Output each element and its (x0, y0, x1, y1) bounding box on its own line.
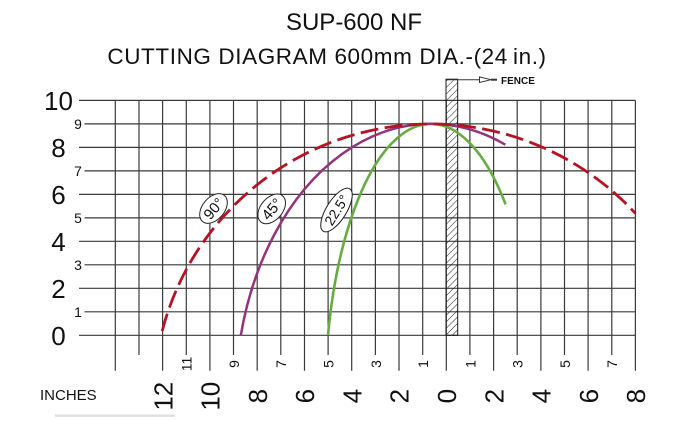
svg-text:8: 8 (243, 389, 273, 403)
svg-text:7: 7 (604, 360, 620, 368)
svg-text:5: 5 (557, 360, 573, 368)
svg-text:5: 5 (74, 210, 82, 226)
svg-text:8: 8 (621, 389, 651, 403)
svg-text:6: 6 (51, 180, 65, 210)
svg-text:8: 8 (51, 133, 65, 163)
svg-text:3: 3 (510, 360, 526, 368)
svg-text:9: 9 (74, 116, 82, 132)
svg-text:7: 7 (273, 360, 289, 368)
svg-text:1: 1 (415, 360, 431, 368)
svg-text:11: 11 (179, 357, 195, 372)
svg-text:0: 0 (51, 321, 65, 351)
svg-text:1: 1 (462, 360, 478, 368)
svg-text:2: 2 (479, 389, 509, 403)
svg-text:5: 5 (321, 360, 337, 368)
svg-text:INCHES: INCHES (40, 387, 97, 404)
svg-text:CUTTING DIAGRAM 600mm DIA.-(24: CUTTING DIAGRAM 600mm DIA.-(24 in.) (107, 44, 546, 69)
svg-text:2: 2 (51, 274, 65, 304)
svg-text:12: 12 (148, 382, 178, 411)
svg-text:7: 7 (74, 163, 82, 179)
svg-text:3: 3 (74, 257, 82, 273)
svg-text:9: 9 (226, 360, 242, 368)
svg-text:6: 6 (574, 389, 604, 403)
svg-text:0: 0 (432, 389, 462, 403)
svg-text:SUP-600 NF: SUP-600 NF (286, 9, 422, 36)
svg-text:4: 4 (527, 389, 557, 403)
svg-text:1: 1 (74, 304, 82, 320)
svg-text:3: 3 (368, 360, 384, 368)
svg-text:4: 4 (337, 389, 367, 403)
svg-text:10: 10 (196, 382, 226, 411)
svg-text:10: 10 (44, 86, 73, 116)
svg-text:2: 2 (385, 389, 415, 403)
svg-text:4: 4 (51, 227, 65, 257)
svg-text:6: 6 (290, 389, 320, 403)
svg-text:FENCE: FENCE (501, 76, 535, 87)
